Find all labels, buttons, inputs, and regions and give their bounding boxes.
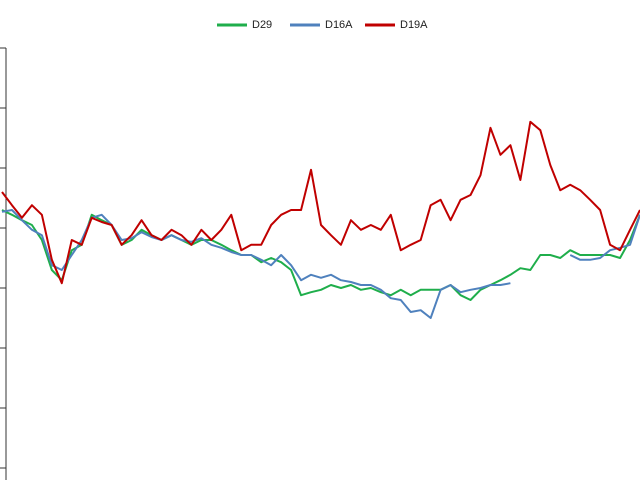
- legend-label: D29: [252, 19, 272, 31]
- legend-label: D16A: [325, 19, 353, 31]
- legend-label: D19A: [400, 19, 428, 31]
- series-line: [1, 120, 640, 285]
